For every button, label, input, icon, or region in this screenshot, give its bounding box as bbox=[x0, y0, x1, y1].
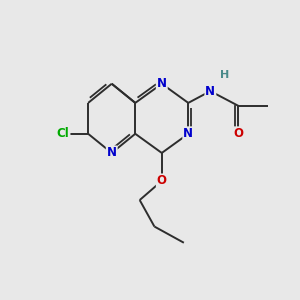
Text: O: O bbox=[233, 127, 243, 140]
Text: H: H bbox=[220, 70, 230, 80]
Text: Cl: Cl bbox=[57, 127, 70, 140]
Text: N: N bbox=[107, 146, 117, 159]
Text: O: O bbox=[157, 174, 167, 188]
Text: N: N bbox=[157, 77, 167, 90]
Text: N: N bbox=[183, 127, 193, 140]
Text: N: N bbox=[206, 85, 215, 98]
